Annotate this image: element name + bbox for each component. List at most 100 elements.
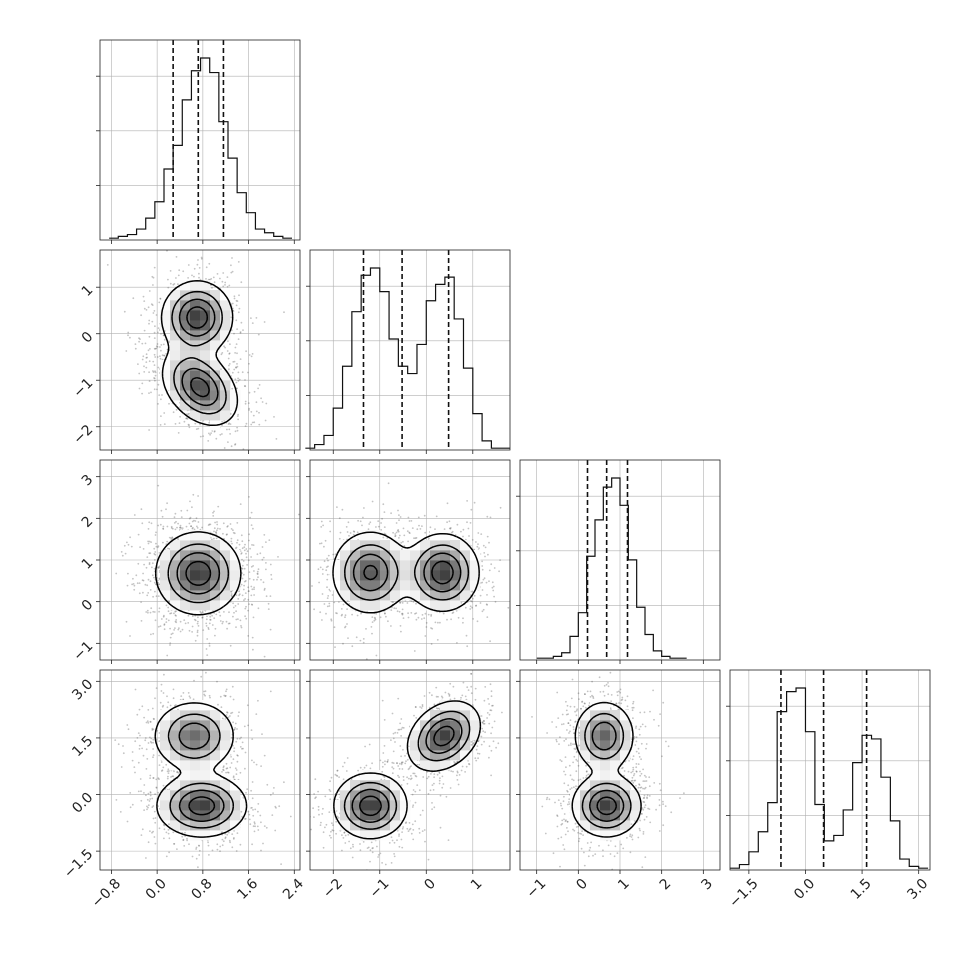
density-cell xyxy=(370,530,381,541)
density-cells xyxy=(160,280,241,431)
scatter-point xyxy=(380,522,382,524)
density-cell xyxy=(190,590,201,601)
scatter-point xyxy=(168,536,171,539)
scatter-point xyxy=(237,413,240,416)
scatter-point xyxy=(159,357,162,360)
scatter-point xyxy=(323,560,326,563)
scatter-point xyxy=(401,602,404,604)
scatter-point xyxy=(221,424,223,427)
scatter-point xyxy=(208,432,210,435)
scatter-point xyxy=(363,507,365,509)
scatter-point xyxy=(232,361,235,363)
scatter-point xyxy=(484,546,487,549)
scatter-point xyxy=(199,423,202,426)
scatter-point xyxy=(182,839,185,841)
density-cell xyxy=(220,570,231,581)
scatter-point xyxy=(263,587,266,590)
scatter-point xyxy=(400,630,402,633)
scatter-point xyxy=(117,743,120,746)
scatter-point xyxy=(261,401,264,403)
scatter-point xyxy=(244,580,247,582)
scatter-point xyxy=(456,642,458,644)
scatter-point xyxy=(174,614,177,617)
scatter-point xyxy=(470,600,472,602)
density-cell xyxy=(170,570,181,581)
scatter-point xyxy=(203,693,206,696)
density-cell xyxy=(200,320,211,331)
scatter-point xyxy=(253,570,255,572)
scatter-point xyxy=(250,556,253,558)
scatter-point xyxy=(493,595,495,598)
scatter-point xyxy=(168,340,170,342)
scatter-point xyxy=(195,428,198,430)
contour-level xyxy=(344,544,470,601)
scatter-point xyxy=(423,617,426,620)
density-cell xyxy=(180,540,191,551)
scatter-point xyxy=(176,771,179,774)
scatter-point xyxy=(481,568,484,571)
scatter-point xyxy=(415,612,418,614)
density-cell xyxy=(160,580,171,591)
scatter-point xyxy=(368,523,371,525)
scatter-point xyxy=(401,608,404,611)
scatter-point xyxy=(194,520,197,522)
scatter-point xyxy=(155,687,158,689)
density-cell xyxy=(370,580,381,591)
scatter-point xyxy=(232,606,235,609)
scatter-point xyxy=(213,281,216,284)
scatter-point xyxy=(250,411,253,413)
scatter-point xyxy=(207,626,210,629)
scatter-point xyxy=(277,556,279,558)
scatter-point xyxy=(255,317,258,319)
density-cell xyxy=(390,550,401,561)
scatter-point xyxy=(151,562,154,565)
scatter-point xyxy=(408,531,411,534)
density-cell xyxy=(180,560,191,571)
scatter-point xyxy=(235,618,238,621)
scatter-point xyxy=(401,613,404,616)
density-cell xyxy=(170,580,181,591)
density-cell xyxy=(360,560,371,571)
scatter-point xyxy=(247,371,249,374)
scatter-point xyxy=(237,261,240,263)
scatter-point xyxy=(251,353,254,355)
scatter-point xyxy=(206,615,208,618)
density-cell xyxy=(380,580,391,591)
scatter-point xyxy=(263,534,266,536)
scatter-point xyxy=(231,387,234,390)
scatter-point xyxy=(177,432,180,434)
scatter-point xyxy=(157,366,160,369)
scatter-point xyxy=(214,627,217,630)
density-cell xyxy=(210,350,221,361)
scatter-point xyxy=(157,567,160,569)
scatter-point xyxy=(289,815,292,818)
scatter-point xyxy=(158,552,161,554)
scatter-point xyxy=(151,707,154,710)
scatter-point xyxy=(486,594,488,596)
scatter-point xyxy=(193,519,195,522)
scatter-point xyxy=(157,484,160,487)
scatter-point xyxy=(227,441,229,443)
scatter-point xyxy=(197,427,200,430)
scatter-point xyxy=(180,516,183,518)
density-cell xyxy=(450,570,461,581)
scatter-point xyxy=(187,622,190,624)
scatter-point xyxy=(247,559,250,562)
scatter-point xyxy=(482,608,485,611)
density-cell xyxy=(440,560,451,571)
scatter-point xyxy=(244,402,247,405)
scatter-point xyxy=(235,304,238,307)
density-cell xyxy=(190,310,201,321)
scatter-point xyxy=(328,602,331,605)
scatter-point xyxy=(127,572,129,575)
scatter-point xyxy=(230,590,232,593)
scatter-point xyxy=(367,528,370,531)
scatter-point xyxy=(424,531,427,534)
scatter-point xyxy=(266,783,269,786)
scatter-point xyxy=(226,525,229,528)
density-cell xyxy=(430,580,441,591)
density-cell xyxy=(220,390,231,401)
scatter-point xyxy=(371,616,374,618)
scatter-point xyxy=(235,366,237,369)
scatter-point xyxy=(398,519,400,522)
